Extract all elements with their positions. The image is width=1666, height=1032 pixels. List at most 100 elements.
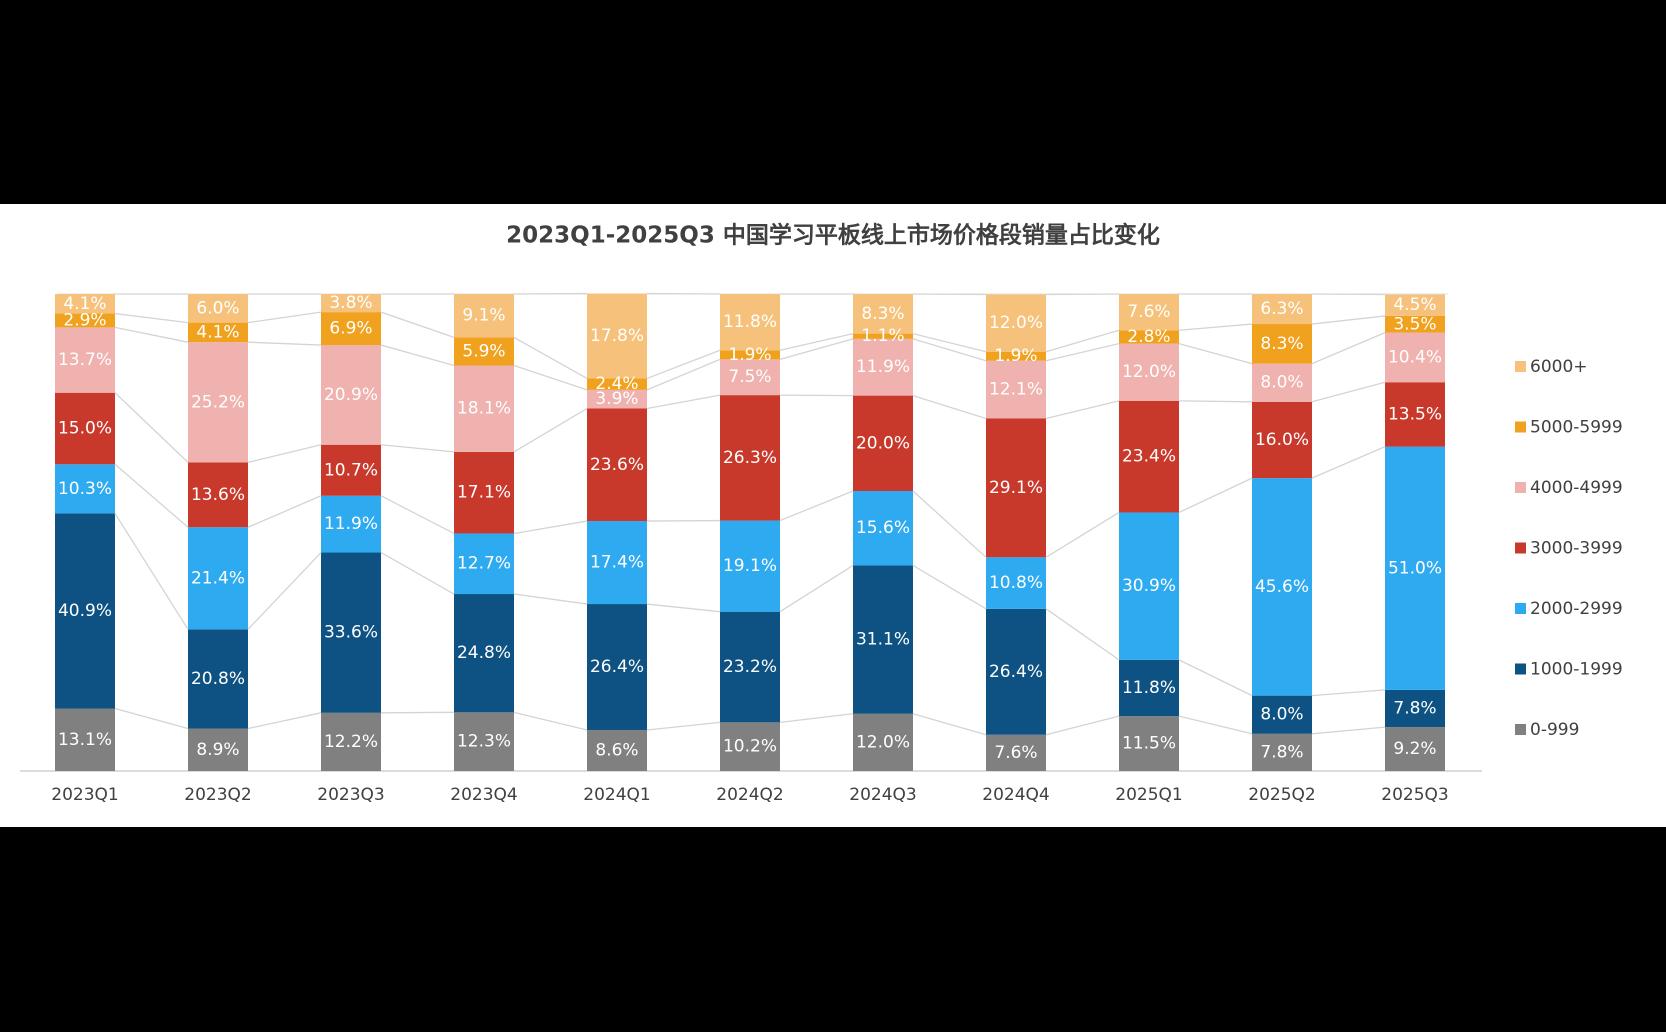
bar-segment — [986, 557, 1046, 609]
bar-segment — [853, 333, 913, 339]
data-label: 17.8% — [590, 326, 644, 346]
data-label: 1.9% — [728, 345, 771, 365]
connector-line — [1178, 342, 1253, 365]
connector-line — [247, 444, 322, 464]
data-label: 23.2% — [723, 657, 777, 677]
connector-line — [779, 713, 854, 723]
bar-segment — [587, 604, 647, 730]
bar-segment — [55, 313, 115, 328]
data-label: 12.2% — [324, 732, 378, 752]
connector-line — [779, 490, 854, 522]
data-label: 2.4% — [595, 374, 638, 394]
data-label: 13.7% — [58, 350, 112, 370]
bar-segment — [454, 712, 514, 771]
bar-segment — [1252, 695, 1312, 734]
bar-segment — [454, 533, 514, 595]
connector-line — [114, 326, 189, 343]
connector-line — [114, 312, 189, 324]
legend-swatch — [1515, 663, 1526, 675]
data-label: 10.3% — [58, 479, 112, 499]
data-label: 12.0% — [989, 313, 1043, 333]
connector-line — [114, 392, 189, 463]
bar-segment — [1119, 512, 1179, 660]
data-label: 8.6% — [595, 740, 638, 760]
data-label: 45.6% — [1255, 577, 1309, 597]
connector-line — [646, 349, 721, 380]
legend-swatch — [1515, 603, 1526, 614]
data-label: 7.5% — [728, 367, 771, 387]
data-label: 23.6% — [590, 455, 644, 475]
data-label: 3.5% — [1393, 314, 1436, 334]
x-tick-label: 2024Q1 — [583, 785, 650, 805]
bar-segment — [986, 351, 1046, 361]
legend-label: 0-999 — [1530, 720, 1579, 740]
connector-line — [247, 552, 322, 630]
legend-swatch — [1515, 421, 1526, 433]
bar-segment — [55, 294, 115, 314]
connector-line — [912, 564, 987, 610]
bar-segment — [1119, 659, 1179, 717]
connector-line — [247, 712, 322, 730]
bar-segment — [1252, 294, 1312, 325]
bar-segment — [1252, 363, 1312, 402]
connector-line — [779, 332, 854, 351]
legend-swatch — [1515, 542, 1526, 554]
bar-segment — [720, 294, 780, 351]
bar-segment — [1385, 446, 1445, 690]
bar-segment — [587, 408, 647, 522]
x-tick-label: 2023Q2 — [184, 785, 251, 805]
x-tick-label: 2025Q1 — [1115, 785, 1182, 805]
data-label: 17.1% — [457, 483, 511, 503]
data-label: 1.9% — [994, 346, 1037, 366]
connector-line — [114, 463, 189, 528]
legend-label: 4000-4999 — [1530, 478, 1623, 498]
data-label: 11.9% — [324, 514, 378, 534]
data-label: 1.1% — [861, 326, 904, 346]
bar-segment — [587, 293, 647, 379]
data-label: 13.5% — [1388, 404, 1442, 424]
data-label: 33.6% — [324, 623, 378, 643]
x-tick-label: 2025Q2 — [1248, 785, 1315, 805]
legend-swatch — [1515, 724, 1526, 735]
bar-segment — [1385, 294, 1445, 316]
bar-segment — [188, 322, 248, 343]
data-label: 13.1% — [58, 730, 112, 750]
connector-line — [646, 721, 721, 731]
connector-line — [912, 713, 987, 736]
data-label: 11.5% — [1122, 734, 1176, 754]
bar-segment — [1119, 400, 1179, 513]
connector-line — [380, 551, 455, 595]
data-label: 15.6% — [856, 518, 910, 538]
bar-segment — [454, 337, 514, 366]
data-label: 15.0% — [58, 419, 112, 439]
connector-line — [513, 593, 588, 605]
data-label: 10.2% — [723, 737, 777, 757]
data-label: 12.0% — [1122, 362, 1176, 382]
connector-line — [1045, 400, 1120, 420]
connector-line — [247, 311, 322, 324]
connector-line — [380, 344, 455, 367]
data-label: 20.0% — [856, 433, 910, 453]
data-label: 10.8% — [989, 573, 1043, 593]
data-label: 23.4% — [1122, 447, 1176, 467]
data-label: 12.7% — [457, 554, 511, 574]
bar-segment — [321, 312, 381, 346]
data-label: 26.4% — [989, 662, 1043, 682]
bar-segment — [720, 520, 780, 612]
bar-segment — [1252, 401, 1312, 479]
connector-line — [1045, 329, 1120, 353]
bar-segment — [986, 294, 1046, 352]
legend-label: 5000-5999 — [1530, 418, 1623, 438]
legend-swatch — [1515, 482, 1526, 493]
bar-segment — [1119, 716, 1179, 771]
bar-segment — [853, 294, 913, 334]
bar-segment — [1385, 315, 1445, 333]
x-tick-label: 2025Q3 — [1381, 785, 1448, 805]
connector-line — [513, 407, 588, 453]
bar-segment — [321, 444, 381, 496]
data-label: 8.9% — [196, 740, 239, 760]
connector-line — [513, 520, 588, 535]
data-label: 20.9% — [324, 385, 378, 405]
legend-label: 1000-1999 — [1530, 660, 1623, 680]
